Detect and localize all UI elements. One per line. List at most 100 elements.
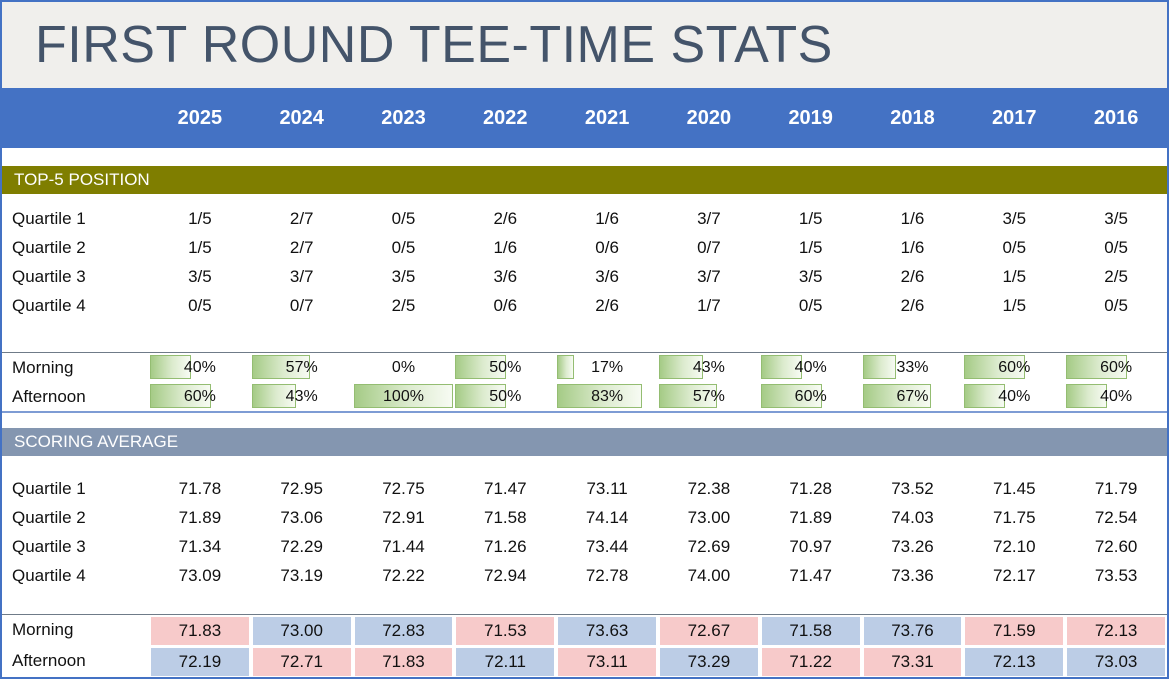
percent-bar-cell[interactable]: 83% (556, 382, 658, 411)
percent-bar-cell[interactable]: 40% (963, 382, 1065, 411)
score-cell[interactable]: 73.36 (891, 566, 934, 585)
percent-bar-cell[interactable]: 100% (353, 382, 455, 411)
highlight-cell[interactable]: 72.19 (149, 646, 251, 677)
fraction-cell[interactable]: 1/5 (798, 238, 823, 257)
fraction-cell[interactable]: 0/5 (391, 238, 416, 257)
fraction-cell[interactable]: 1/6 (493, 238, 518, 257)
percent-bar-cell[interactable]: 50% (454, 382, 556, 411)
fraction-cell[interactable]: 0/5 (1104, 296, 1128, 315)
percent-bar-cell[interactable]: 43% (658, 353, 760, 382)
row-label[interactable]: Afternoon (12, 387, 86, 406)
fraction-cell[interactable]: 1/5 (1002, 267, 1027, 286)
fraction-cell[interactable]: 3/5 (188, 267, 212, 286)
fraction-cell[interactable]: 1/5 (188, 209, 212, 228)
fraction-cell[interactable]: 3/6 (595, 267, 619, 286)
fraction-cell[interactable]: 2/7 (289, 209, 314, 228)
highlight-cell[interactable]: 73.00 (251, 615, 353, 646)
score-cell[interactable]: 73.00 (687, 508, 731, 527)
highlight-cell[interactable]: 71.59 (963, 615, 1065, 646)
row-label[interactable]: Quartile 4 (12, 296, 86, 315)
highlight-cell[interactable]: 71.53 (454, 615, 556, 646)
fraction-cell[interactable]: 1/6 (900, 209, 925, 228)
score-cell[interactable]: 71.89 (178, 508, 222, 527)
row-label[interactable]: Quartile 1 (12, 479, 86, 498)
percent-bar-cell[interactable]: 0% (353, 353, 455, 382)
score-cell[interactable]: 71.44 (382, 537, 425, 556)
highlight-cell[interactable]: 71.83 (149, 615, 251, 646)
fraction-cell[interactable]: 0/6 (493, 296, 518, 315)
highlight-cell[interactable]: 71.22 (760, 646, 862, 677)
fraction-cell[interactable]: 2/6 (900, 296, 925, 315)
score-cell[interactable]: 72.29 (280, 537, 323, 556)
row-label[interactable]: Quartile 3 (12, 537, 86, 556)
highlight-cell[interactable]: 72.11 (454, 646, 556, 677)
highlight-cell[interactable]: 72.71 (251, 646, 353, 677)
fraction-cell[interactable]: 0/5 (798, 296, 823, 315)
fraction-cell[interactable]: 1/5 (1002, 296, 1027, 315)
score-cell[interactable]: 73.11 (586, 479, 628, 498)
score-cell[interactable]: 71.79 (1094, 479, 1138, 498)
percent-bar-cell[interactable]: 17% (556, 353, 658, 382)
score-cell[interactable]: 72.10 (993, 537, 1036, 556)
score-cell[interactable]: 72.75 (382, 479, 425, 498)
score-cell[interactable]: 71.28 (789, 479, 832, 498)
highlight-cell[interactable]: 73.11 (556, 646, 658, 677)
score-cell[interactable]: 74.14 (585, 508, 629, 527)
score-cell[interactable]: 73.19 (280, 566, 323, 585)
year-header-cell[interactable]: 2016 (1093, 107, 1139, 129)
highlight-cell[interactable]: 72.13 (1065, 615, 1167, 646)
highlight-cell[interactable]: 71.58 (760, 615, 862, 646)
score-cell[interactable]: 73.09 (178, 566, 222, 585)
fraction-cell[interactable]: 2/5 (1104, 267, 1128, 286)
row-label[interactable]: Quartile 2 (12, 238, 86, 257)
percent-bar-cell[interactable]: 60% (760, 382, 862, 411)
score-cell[interactable]: 72.22 (382, 566, 425, 585)
percent-bar-cell[interactable]: 33% (862, 353, 964, 382)
fraction-cell[interactable]: 3/7 (289, 267, 314, 286)
fraction-cell[interactable]: 2/5 (391, 296, 416, 315)
year-header-cell[interactable]: 2019 (788, 107, 833, 129)
score-cell[interactable]: 71.47 (484, 479, 527, 498)
score-cell[interactable]: 72.54 (1094, 508, 1138, 527)
percent-bar-cell[interactable]: 40% (760, 353, 862, 382)
fraction-cell[interactable]: 2/6 (493, 209, 518, 228)
year-header-cell[interactable]: 2024 (279, 107, 324, 129)
fraction-cell[interactable]: 2/6 (900, 267, 925, 286)
score-cell[interactable]: 70.97 (789, 537, 832, 556)
year-header-cell[interactable]: 2025 (177, 107, 223, 129)
fraction-cell[interactable]: 3/5 (798, 267, 823, 286)
fraction-cell[interactable]: 0/6 (595, 238, 619, 257)
row-label[interactable]: Morning (12, 358, 74, 377)
score-cell[interactable]: 73.44 (585, 537, 629, 556)
percent-bar-cell[interactable]: 67% (862, 382, 964, 411)
highlight-cell[interactable]: 73.03 (1065, 646, 1167, 677)
year-header-cell[interactable]: 2023 (381, 107, 426, 129)
year-header-cell[interactable]: 2020 (686, 107, 732, 129)
score-cell[interactable]: 71.47 (789, 566, 832, 585)
score-cell[interactable]: 74.03 (891, 508, 934, 527)
year-header-cell[interactable]: 2017 (992, 107, 1037, 129)
fraction-cell[interactable]: 0/7 (289, 296, 314, 315)
fraction-cell[interactable]: 0/5 (1002, 238, 1027, 257)
score-cell[interactable]: 71.78 (178, 479, 222, 498)
highlight-cell[interactable]: 73.31 (862, 646, 964, 677)
fraction-cell[interactable]: 1/6 (900, 238, 925, 257)
highlight-cell[interactable]: 72.83 (353, 615, 455, 646)
highlight-cell[interactable]: 73.76 (862, 615, 964, 646)
row-label[interactable]: Quartile 2 (12, 508, 86, 527)
score-cell[interactable]: 72.60 (1094, 537, 1138, 556)
score-cell[interactable]: 71.75 (993, 508, 1036, 527)
highlight-cell[interactable]: 71.83 (353, 646, 455, 677)
score-cell[interactable]: 72.69 (687, 537, 731, 556)
score-cell[interactable]: 72.38 (687, 479, 731, 498)
score-cell[interactable]: 72.95 (280, 479, 323, 498)
score-cell[interactable]: 72.94 (484, 566, 527, 585)
fraction-cell[interactable]: 3/6 (493, 267, 518, 286)
fraction-cell[interactable]: 1/7 (697, 296, 721, 315)
percent-bar-cell[interactable]: 60% (1065, 353, 1167, 382)
row-label[interactable]: Quartile 1 (12, 209, 86, 228)
percent-bar-cell[interactable]: 60% (963, 353, 1065, 382)
fraction-cell[interactable]: 2/7 (289, 238, 314, 257)
fraction-cell[interactable]: 2/6 (595, 296, 619, 315)
year-header-cell[interactable]: 2018 (890, 107, 935, 129)
